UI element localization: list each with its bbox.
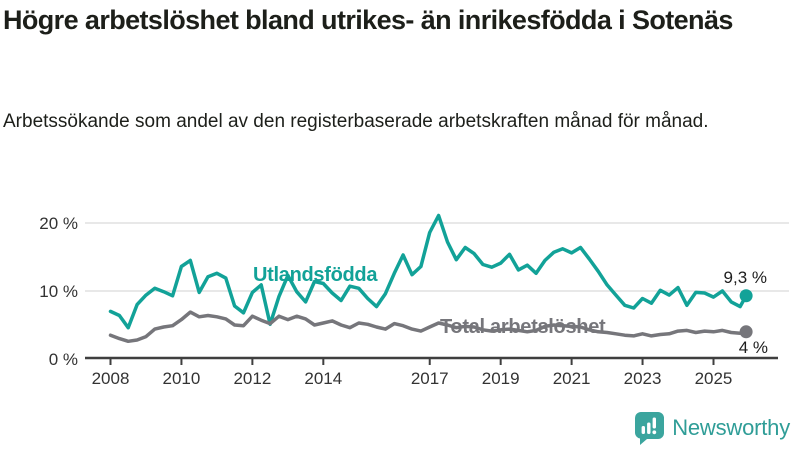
series-line-utlandsf-dda [108, 213, 748, 330]
y-axis-tick-label: 0 % [49, 350, 78, 369]
series-end-marker [739, 289, 753, 303]
series-line-total-arbetsl-shet [108, 310, 748, 344]
chart-title: Högre arbetslöshet bland utrikes- än inr… [3, 5, 733, 35]
newsworthy-logo-icon [635, 412, 665, 445]
series-label-total-arbetsloshet: Total arbetslöshet [440, 316, 606, 338]
end-value-label-utlandsfodda: 9,3 % [724, 268, 767, 287]
series-label-utlandsfodda: Utlandsfödda [253, 264, 378, 286]
line-chart: 0 % 10 % 20 % 2008 2010 2012 2014 2017 2019 2021 2… [39, 213, 789, 388]
series-end-marker [739, 325, 753, 339]
y-axis-tick-label: 20 % [39, 214, 78, 233]
y-axis-tick-label: 10 % [39, 282, 78, 301]
x-axis-tick-label: 2021 [553, 369, 591, 388]
x-axis-tick-label: 2023 [624, 369, 662, 388]
chart-subtitle: Arbetssökande som andel av den registerb… [3, 111, 709, 132]
x-axis-tick-label: 2019 [482, 369, 520, 388]
brand-wordmark: Newsworthy [672, 415, 790, 440]
x-axis-tick-label: 2014 [304, 369, 342, 388]
x-axis-tick-label: 2017 [411, 369, 449, 388]
end-value-label-total: 4 % [739, 338, 768, 357]
x-axis-tick-label: 2025 [695, 369, 733, 388]
x-axis-tick-label: 2008 [92, 369, 130, 388]
x-axis-tick-label: 2012 [233, 369, 271, 388]
newsworthy-branding: Newsworthy [634, 411, 790, 445]
x-axis-tick-label: 2010 [163, 369, 201, 388]
